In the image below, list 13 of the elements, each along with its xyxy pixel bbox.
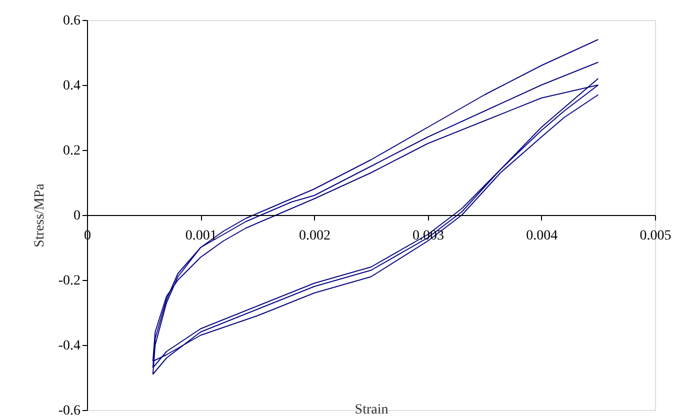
y-tick-label: -0.4 [58, 338, 80, 354]
x-tick-label: 0.001 [185, 228, 217, 244]
x-axis-title: Strain [354, 402, 388, 418]
y-tick-label: 0.6 [63, 14, 80, 28]
x-tick-label: 0.005 [640, 228, 672, 244]
y-tick-label: 0.4 [63, 78, 80, 94]
x-tick-label: 0.004 [526, 228, 558, 244]
y-tick-label: 0 [74, 208, 80, 224]
y-tick-label: -0.2 [58, 274, 80, 288]
y-axis-title: Stress/MPa [32, 182, 48, 248]
y-tick-label: -0.6 [58, 404, 80, 418]
y-tick-label: 0.2 [63, 144, 80, 158]
x-tick-label: 0.002 [298, 228, 330, 244]
